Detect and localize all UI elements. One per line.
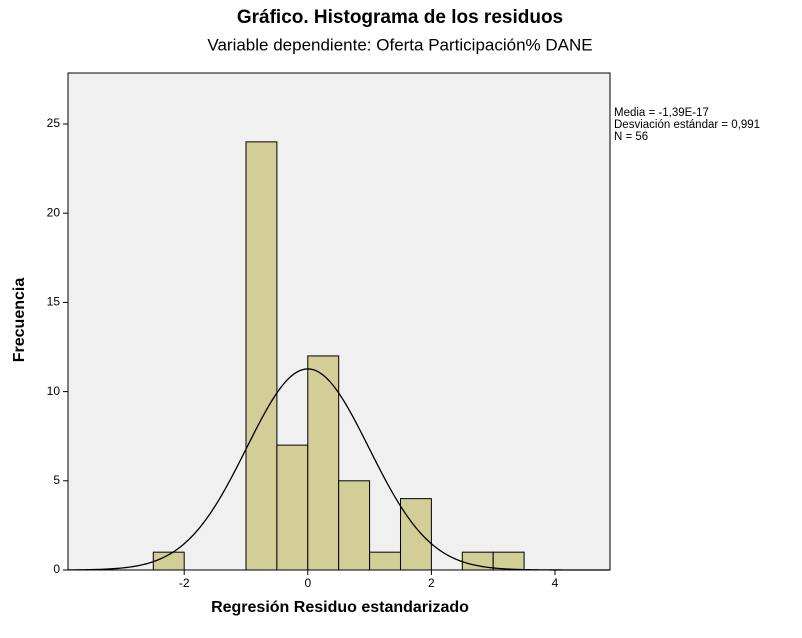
y-tick-label: 10 xyxy=(47,384,61,398)
x-tick-label: -2 xyxy=(179,576,190,590)
stats-annotation: Desviación estándar = 0,991 xyxy=(614,119,760,131)
y-tick-label: 0 xyxy=(53,562,60,576)
y-axis-label: Frecuencia xyxy=(11,278,28,363)
y-tick-label: 5 xyxy=(53,473,60,487)
x-axis-label: Regresión Residuo estandarizado xyxy=(211,599,469,616)
normal-curve xyxy=(67,368,610,571)
x-tick-label: 4 xyxy=(552,576,559,590)
chart-title: Gráfico. Histograma de los residuos xyxy=(237,7,563,28)
bar xyxy=(492,551,525,571)
y-tick-label: 20 xyxy=(47,205,61,219)
stats-annotation: N = 56 xyxy=(614,131,648,143)
bar xyxy=(399,498,432,571)
y-tick-label: 15 xyxy=(47,295,61,309)
y-tick-label: 25 xyxy=(47,116,61,130)
bar xyxy=(245,141,278,571)
stats-annotation: Media = -1,39E-17 xyxy=(614,107,709,119)
bar xyxy=(276,444,309,571)
x-tick-label: 2 xyxy=(428,576,435,590)
bar xyxy=(338,480,371,571)
bar xyxy=(369,551,401,571)
x-tick-label: 0 xyxy=(304,576,311,590)
bar xyxy=(307,355,340,571)
chart-subtitle: Variable dependiente: Oferta Participaci… xyxy=(207,35,592,54)
